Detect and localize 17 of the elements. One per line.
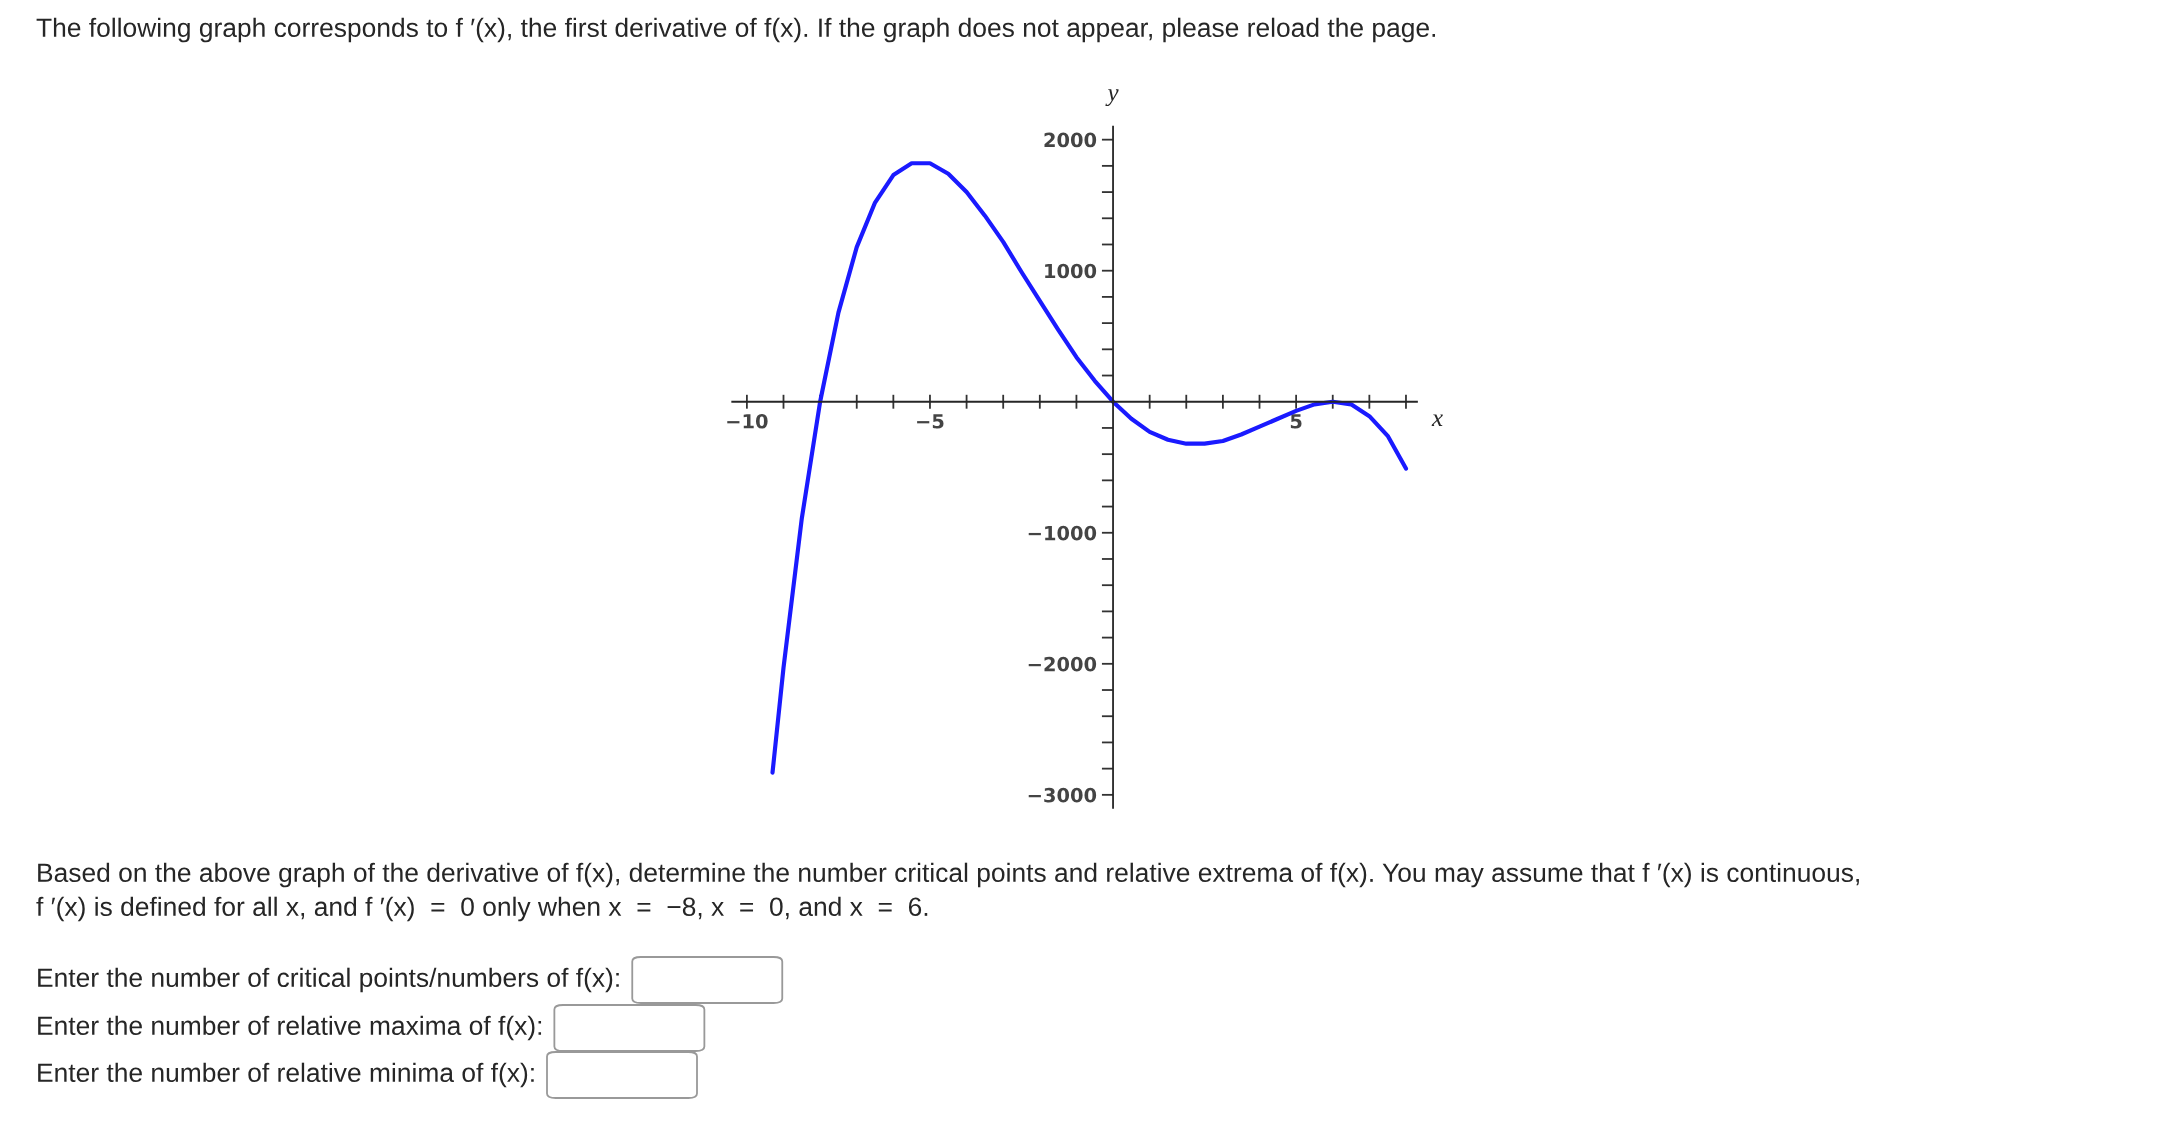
text: Enter the number of relative minima of f(x): (38, 1062, 534, 1088)
y-tick-label: 1000 (1045, 263, 1097, 279)
y-tick-label: −1000 (1028, 525, 1097, 541)
x-tick-label: 5 (1290, 414, 1302, 429)
text: Enter the number of critical points/numbers of f(x): (38, 967, 619, 993)
text: f ′(x) is defined for all x, and f ′(x) = 0 only when x = −8, x = 0, and x = 6. (36, 896, 928, 922)
text: Based on the above graph of the derivative of f(x), determine the number critical points and relative extrema of f(x). You may assume that f ′(x) is continuous, (38, 862, 1859, 888)
x-tick-label: −5 (917, 414, 944, 429)
y-tick-label: −3000 (1028, 787, 1097, 803)
y-tick-label: 2000 (1044, 132, 1097, 148)
x-axis-title: x (1431, 414, 1443, 426)
text: Enter the number of relative maxima of f(x): (38, 1015, 542, 1041)
y-axis-title: y (1105, 89, 1119, 107)
x-tick-label: −10 (727, 413, 768, 429)
line-series (770, 161, 1409, 775)
chart-title: The following graph corresponds to f ′(x), the first derivative of f(x). If the graph does not appear, please reload the page. (36, 17, 1436, 43)
y-tick-label: −2000 (1028, 656, 1097, 672)
